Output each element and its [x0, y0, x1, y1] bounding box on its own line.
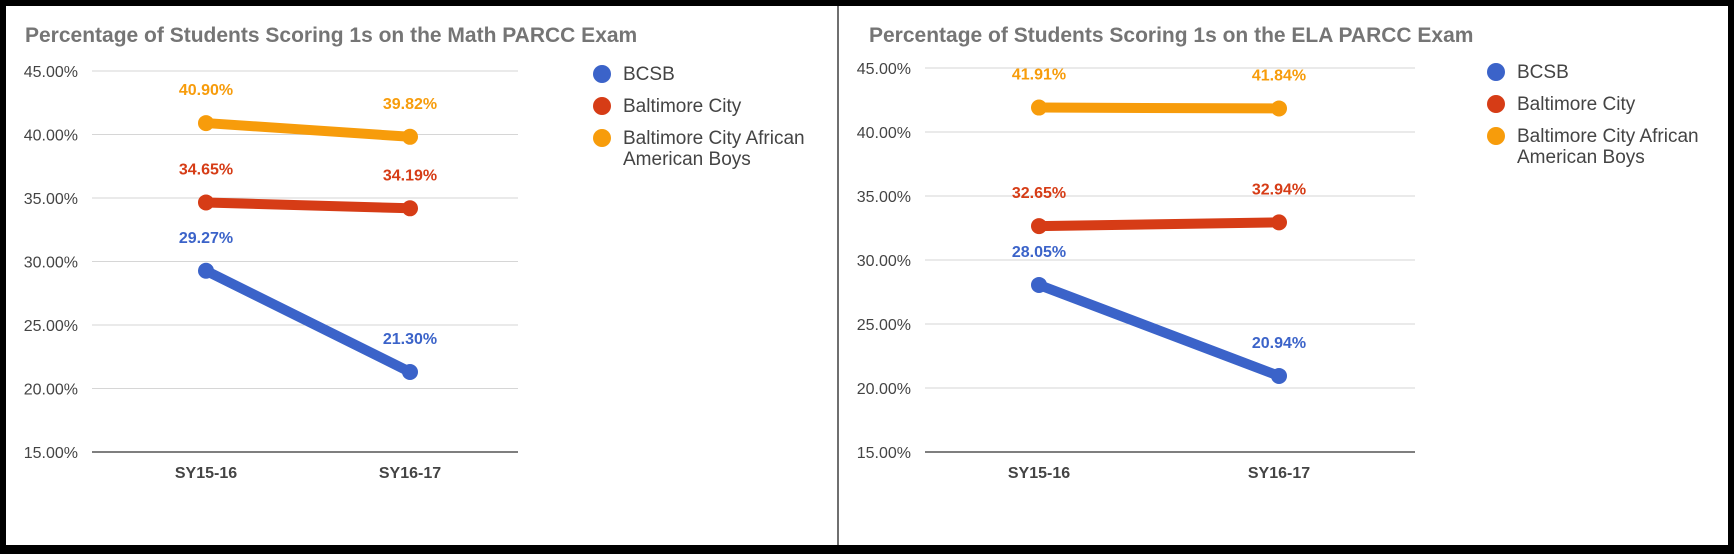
ela-y-tick-label: 20.00% [857, 381, 911, 398]
math-y-tick-label: 25.00% [24, 318, 78, 335]
math-chart-title: Percentage of Students Scoring 1s on the… [25, 24, 638, 47]
math-x-tick-label: SY16-17 [379, 465, 441, 482]
math-series-line-baltimore-city [201, 197, 415, 214]
ela-chart-legend: BCSB Baltimore City Baltimore City Afric… [1483, 62, 1707, 179]
ela-y-tick-label: 40.00% [857, 125, 911, 142]
ela-legend-marker-baltimore-city [1487, 95, 1505, 113]
ela-y-tick-label: 30.00% [857, 253, 911, 270]
math-data-label-baltimore-city-african-american-boys: 39.82% [383, 96, 437, 113]
math-chart-legend: BCSB Baltimore City Baltimore City Afric… [589, 64, 813, 181]
math-point-bcsb [198, 262, 214, 279]
chart-frame: Percentage of Students Scoring 1s on the… [6, 6, 1728, 545]
math-chart-plot: 15.00% 20.00% 25.00% 30.00% 35.00% 40.00% 45.0… [24, 64, 518, 482]
ela-x-tick-label: SY16-17 [1248, 465, 1310, 482]
ela-series-line-bcsb [1034, 279, 1284, 381]
ela-point-bcsb [1271, 367, 1287, 384]
math-legend-marker-african-american-boys [593, 129, 611, 147]
ela-legend-item-bcsb: BCSB [1483, 62, 1707, 83]
math-series-line-bcsb [201, 265, 415, 377]
ela-data-label-baltimore-city: 32.65% [1012, 185, 1066, 202]
ela-y-tick-label: 15.00% [857, 445, 911, 462]
ela-y-tick-label: 25.00% [857, 317, 911, 334]
math-legend-item-baltimore-city: Baltimore City [589, 96, 813, 117]
math-x-tick-label: SY15-16 [175, 465, 237, 482]
math-legend-label-bcsb: BCSB [623, 64, 675, 85]
math-data-label-bcsb: 29.27% [179, 230, 233, 247]
math-legend-marker-baltimore-city [593, 97, 611, 115]
math-data-label-baltimore-city-african-american-boys: 40.90% [179, 82, 233, 99]
ela-point-baltimore-city [1271, 214, 1287, 231]
math-y-tick-label: 45.00% [24, 64, 78, 81]
ela-point-bcsb [1031, 276, 1047, 293]
math-data-label-baltimore-city: 34.65% [179, 161, 233, 178]
math-data-label-bcsb: 21.30% [383, 331, 437, 348]
ela-chart-plot: 15.00% 20.00% 25.00% 30.00% 35.00% 40.00% 45.0… [857, 61, 1415, 482]
math-data-label-baltimore-city: 34.19% [383, 167, 437, 184]
math-legend-label-african-american-boys: Baltimore City African American Boys [623, 128, 805, 170]
math-y-tick-label: 35.00% [24, 191, 78, 208]
math-point-baltimore-city-african-american-boys [198, 115, 214, 132]
ela-data-label-baltimore-city: 32.94% [1252, 181, 1306, 198]
ela-data-label-baltimore-city-african-american-boys: 41.91% [1012, 67, 1066, 84]
ela-legend-item-african-american-boys: Baltimore City African American Boys [1483, 126, 1707, 168]
math-point-baltimore-city [198, 194, 214, 211]
ela-data-label-bcsb: 20.94% [1252, 335, 1306, 352]
math-series-line-baltimore-city-african-american-boys [201, 118, 415, 142]
ela-legend-item-baltimore-city: Baltimore City [1483, 94, 1707, 115]
math-legend-label-baltimore-city: Baltimore City [623, 96, 742, 117]
math-y-tick-label: 20.00% [24, 382, 78, 399]
math-point-baltimore-city [402, 200, 418, 217]
ela-series-line-baltimore-city [1034, 217, 1284, 232]
math-point-bcsb [402, 363, 418, 380]
ela-data-label-bcsb: 28.05% [1012, 244, 1066, 261]
math-y-tick-label: 40.00% [24, 128, 78, 145]
ela-x-tick-label: SY15-16 [1008, 465, 1070, 482]
ela-legend-marker-bcsb [1487, 63, 1505, 81]
ela-point-baltimore-city [1031, 218, 1047, 235]
ela-chart-panel: Percentage of Students Scoring 1s on the… [839, 6, 1728, 545]
panel-divider [837, 6, 839, 545]
ela-data-label-baltimore-city-african-american-boys: 41.84% [1252, 67, 1306, 84]
ela-legend-label-baltimore-city: Baltimore City [1517, 94, 1636, 115]
ela-legend-label-african-american-boys: Baltimore City African American Boys [1517, 126, 1699, 168]
ela-point-baltimore-city-african-american-boys [1031, 99, 1047, 116]
ela-legend-label-bcsb: BCSB [1517, 62, 1569, 83]
math-legend-item-african-american-boys: Baltimore City African American Boys [589, 128, 813, 170]
math-legend-item-bcsb: BCSB [589, 64, 813, 85]
math-chart-panel: Percentage of Students Scoring 1s on the… [6, 6, 837, 545]
math-y-tick-label: 15.00% [24, 445, 78, 462]
math-legend-marker-bcsb [593, 65, 611, 83]
ela-y-tick-label: 45.00% [857, 61, 911, 78]
ela-legend-marker-african-american-boys [1487, 127, 1505, 145]
ela-chart-title: Percentage of Students Scoring 1s on the… [869, 24, 1474, 47]
ela-point-baltimore-city-african-american-boys [1271, 100, 1287, 117]
ela-y-tick-label: 35.00% [857, 189, 911, 206]
math-point-baltimore-city-african-american-boys [402, 128, 418, 145]
ela-series-line-baltimore-city-african-american-boys [1034, 102, 1284, 114]
math-y-tick-label: 30.00% [24, 255, 78, 272]
